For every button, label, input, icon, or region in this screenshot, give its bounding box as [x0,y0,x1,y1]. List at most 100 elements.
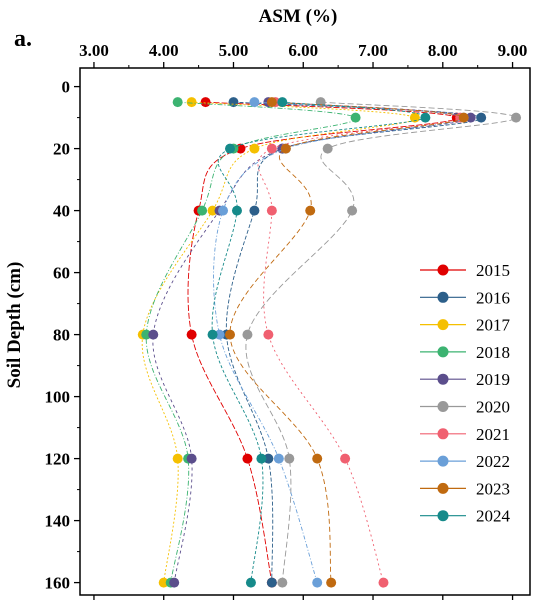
y-tick-label: 60 [53,264,70,283]
legend-label: 2018 [476,343,510,362]
legend-item-2023: 2023 [420,479,510,498]
legend-label: 2024 [476,507,511,526]
data-point [409,112,420,123]
data-point [326,577,337,588]
data-point [263,329,274,340]
x-tick-label: 4.00 [149,41,179,60]
data-point [242,329,253,340]
series-2020 [242,97,522,588]
y-tick-label: 20 [53,140,70,159]
legend-item-2020: 2020 [420,398,510,417]
data-point [465,112,476,123]
x-tick-label: 6.00 [288,41,318,60]
data-point [420,112,431,123]
plot-frame [79,67,531,596]
legend-marker [437,373,449,385]
x-tick-label: 3.00 [79,41,109,60]
data-point [207,329,218,340]
y-tick-label: 160 [45,574,71,593]
data-point [511,112,522,123]
data-point [378,577,389,588]
data-point [266,97,277,108]
data-point [242,453,253,464]
series-2018 [141,97,361,588]
legend-marker [437,455,449,467]
data-point [256,453,267,464]
data-point [266,143,277,154]
data-point [148,329,159,340]
data-point [225,329,235,340]
legend-label: 2016 [476,288,510,307]
data-point [280,143,291,154]
x-axis-label: ASM (%) [259,6,338,27]
legend-label: 2015 [476,261,510,280]
data-point [340,453,351,464]
legend-item-2024: 2024 [420,507,511,526]
legend-marker [437,264,449,276]
legend-item-2022: 2022 [420,452,510,471]
data-point [231,205,242,216]
legend-item-2017: 2017 [420,316,511,335]
series-line [229,101,465,583]
legend-label: 2023 [476,479,510,498]
legend-label: 2019 [476,370,510,389]
data-point [266,205,277,216]
legend-label: 2022 [476,452,510,471]
legend-marker [437,482,449,494]
data-point [169,577,180,588]
legend-marker [437,319,449,331]
data-point [186,329,197,340]
legend-marker [437,510,449,522]
data-point [158,577,169,588]
y-axis-label: Soil Depth (cm) [4,262,25,389]
data-point [458,112,469,123]
data-point [277,577,288,588]
series-2017 [137,97,420,588]
data-point [249,205,260,216]
panel-label: a. [14,26,32,52]
series-2019 [148,97,476,588]
y-tick-label: 40 [53,202,70,221]
legend-label: 2020 [476,398,510,417]
series-line [211,101,426,583]
y-axis-ticks: 0 20 40 60 80 100 120 140 160 [45,78,80,593]
data-point [266,577,277,588]
data-point [284,453,295,464]
data-point [225,143,235,154]
data-point [322,143,333,154]
data-point [186,453,197,464]
x-tick-label: 9.00 [498,41,528,60]
data-point [263,453,274,464]
legend: 2015 2016 2017 2018 2019 2020 2021 2022 2023 2024 [420,261,511,526]
data-point [172,97,183,108]
data-point [245,577,256,588]
series-2023 [225,97,469,588]
data-point [249,97,260,108]
data-point [476,112,487,123]
data-point [214,329,225,340]
series-line [187,101,458,583]
data-point [186,97,197,108]
data-point [347,205,358,216]
data-point [350,112,361,123]
series-layer [137,97,522,588]
legend-marker [437,401,449,412]
legend-item-2021: 2021 [420,425,510,444]
legend-marker [437,428,449,440]
y-tick-label: 100 [45,388,71,407]
y-tick-label: 140 [45,512,71,531]
data-point [172,453,183,464]
series-line [141,101,416,583]
series-2024 [207,97,431,588]
legend-item-2015: 2015 [420,261,510,280]
x-tick-label: 5.00 [219,41,249,60]
data-point [141,329,152,340]
x-tick-label: 8.00 [428,41,458,60]
data-point [218,205,229,216]
data-point [312,577,323,588]
series-2015 [186,97,462,588]
series-line [257,101,461,583]
legend-item-2019: 2019 [420,370,510,389]
legend-label: 2021 [476,425,510,444]
